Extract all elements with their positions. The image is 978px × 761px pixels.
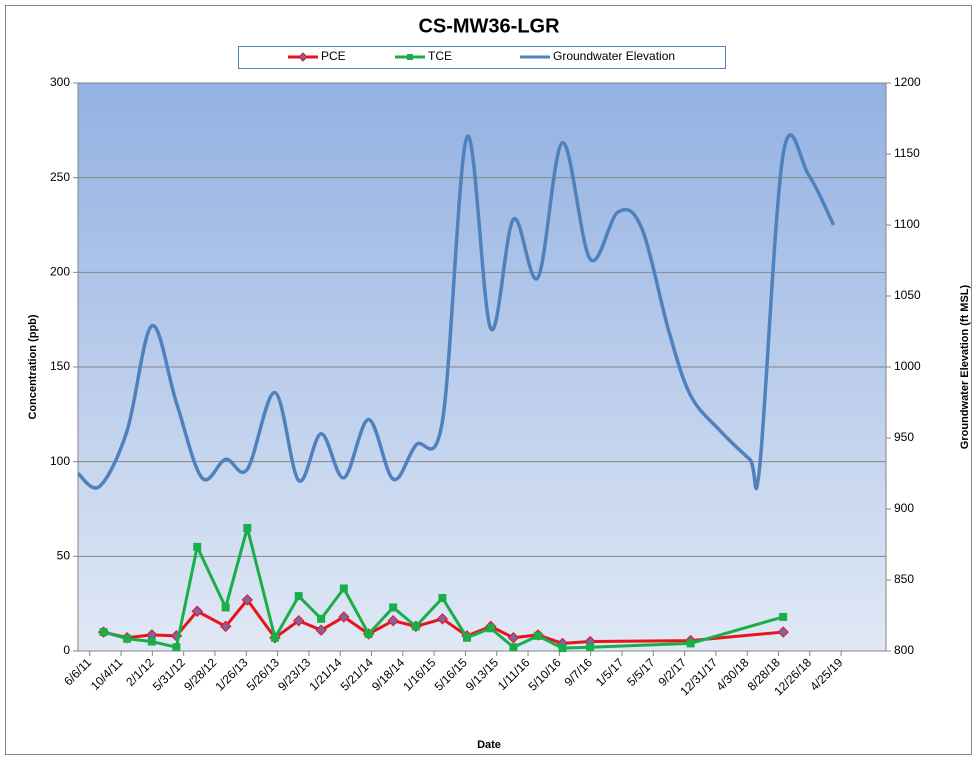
point-marker xyxy=(438,593,447,602)
y-tick-label: 150 xyxy=(50,359,70,373)
point-marker xyxy=(686,639,695,648)
y2-tick-label: 1200 xyxy=(894,75,921,89)
y-tick-label: 0 xyxy=(63,643,70,657)
point-marker xyxy=(147,637,156,646)
point-marker xyxy=(533,631,542,640)
chart-title: CS-MW36-LGR xyxy=(418,15,560,37)
y2-tick-label: 950 xyxy=(894,430,914,444)
y2-tick-label: 900 xyxy=(894,501,914,515)
y2-tick-label: 1050 xyxy=(894,288,921,302)
y-tick-label: 300 xyxy=(50,75,70,89)
y-tick-label: 100 xyxy=(50,454,70,468)
point-marker xyxy=(339,584,348,593)
point-marker xyxy=(317,614,326,623)
point-marker xyxy=(270,633,279,642)
y-axis-title: Concentration (ppb) xyxy=(27,314,39,419)
point-marker xyxy=(193,542,202,551)
point-marker xyxy=(123,634,132,643)
point-marker xyxy=(586,643,595,652)
legend-label: TCE xyxy=(428,49,452,63)
point-marker xyxy=(411,622,420,631)
y-tick-label: 200 xyxy=(50,265,70,279)
point-marker xyxy=(507,632,520,644)
y2-tick-label: 1000 xyxy=(894,359,921,373)
legend-label: Groundwater Elevation xyxy=(553,49,675,63)
point-marker xyxy=(315,624,327,636)
point-marker xyxy=(172,643,181,652)
y-tick-label: 250 xyxy=(50,170,70,184)
y2-tick-label: 850 xyxy=(894,572,914,586)
legend-marker xyxy=(407,54,413,60)
point-marker xyxy=(221,603,230,612)
point-marker xyxy=(191,605,203,617)
point-marker xyxy=(436,613,449,625)
y2-axis-title: Groundwater Elevation (ft MSL) xyxy=(959,284,971,449)
y-tick-label: 50 xyxy=(57,549,71,563)
point-marker xyxy=(364,629,373,638)
point-marker xyxy=(389,603,398,612)
point-marker xyxy=(338,611,350,623)
y2-tick-label: 1150 xyxy=(894,146,920,160)
point-marker xyxy=(779,612,788,621)
point-marker xyxy=(99,628,108,637)
point-marker xyxy=(387,614,399,627)
point-marker xyxy=(509,643,518,652)
legend-label: PCE xyxy=(321,49,346,63)
x-axis-title: Date xyxy=(477,739,501,751)
legend-marker xyxy=(298,52,308,62)
point-marker xyxy=(219,620,232,633)
legend-box xyxy=(238,46,726,69)
y2-tick-label: 1100 xyxy=(894,217,920,231)
point-marker xyxy=(294,592,303,601)
point-marker xyxy=(462,633,471,642)
point-marker xyxy=(243,523,252,532)
point-marker xyxy=(486,624,495,633)
y2-tick-label: 800 xyxy=(894,643,914,657)
point-marker xyxy=(241,594,254,606)
point-marker xyxy=(558,644,567,653)
series-line xyxy=(76,133,836,490)
point-marker xyxy=(777,626,789,638)
point-marker xyxy=(293,614,305,627)
